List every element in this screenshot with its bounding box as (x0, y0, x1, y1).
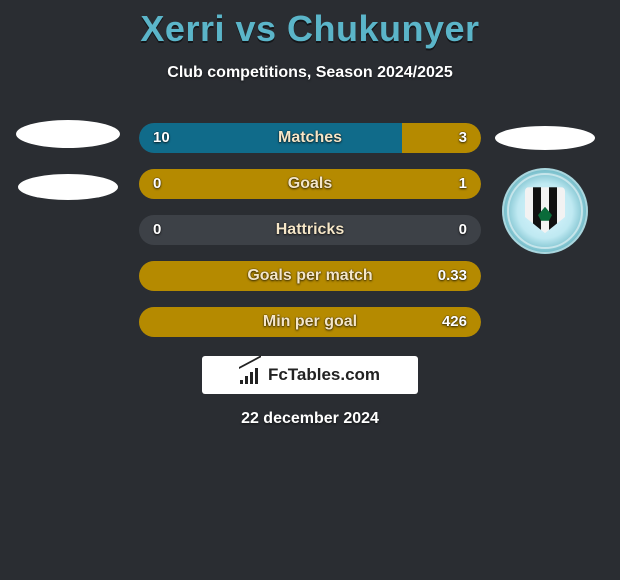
snapshot-date: 22 december 2024 (0, 410, 620, 428)
stat-row: 0Goals1 (139, 169, 481, 199)
stat-label: Hattricks (139, 215, 481, 245)
badge-top-ellipse (495, 126, 595, 150)
avatar-ellipse (18, 174, 118, 200)
crest-shield-icon (525, 187, 565, 233)
club-crest-icon (502, 168, 588, 254)
stat-value-right: 426 (442, 307, 467, 337)
stat-label: Min per goal (139, 307, 481, 337)
player-right-badge (490, 120, 600, 254)
stat-row: 10Matches3 (139, 123, 481, 153)
stat-label: Goals per match (139, 261, 481, 291)
stat-value-right: 0.33 (438, 261, 467, 291)
stat-value-right: 3 (459, 123, 467, 153)
stat-row: Min per goal426 (139, 307, 481, 337)
stat-label: Goals (139, 169, 481, 199)
brand-chart-icon (240, 366, 262, 384)
stat-label: Matches (139, 123, 481, 153)
avatar-ellipse (16, 120, 120, 148)
stat-row: Goals per match0.33 (139, 261, 481, 291)
brand-box[interactable]: FcTables.com (202, 356, 418, 394)
brand-text: FcTables.com (268, 365, 380, 385)
stat-value-right: 0 (459, 215, 467, 245)
stat-value-right: 1 (459, 169, 467, 199)
stat-row: 0Hattricks0 (139, 215, 481, 245)
page-title: Xerri vs Chukunyer (0, 0, 620, 50)
stats-container: 10Matches30Goals10Hattricks0Goals per ma… (139, 123, 481, 353)
player-left-avatar (8, 114, 128, 200)
page-subtitle: Club competitions, Season 2024/2025 (0, 64, 620, 82)
